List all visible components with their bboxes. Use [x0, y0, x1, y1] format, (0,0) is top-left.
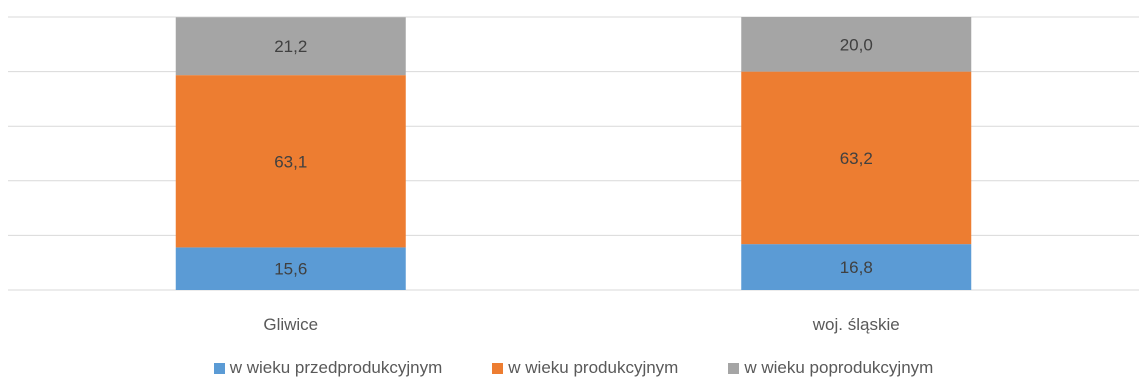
data-labels: 15,6 63,1 21,2 16,8 63,2 20,0 — [274, 35, 873, 278]
legend: w wieku przedprodukcyjnym w wieku produk… — [0, 358, 1147, 378]
x-axis-labels: Gliwice woj. śląskie — [263, 315, 899, 334]
data-label: 15,6 — [274, 260, 307, 279]
data-label: 16,8 — [840, 258, 873, 277]
legend-label: w wieku przedprodukcyjnym — [229, 358, 443, 377]
bars — [175, 17, 972, 290]
bar-segment — [741, 244, 972, 290]
bar-segment — [741, 17, 972, 72]
legend-item-produkcyjny: w wieku produkcyjnym — [492, 358, 678, 378]
data-label: 21,2 — [274, 37, 307, 56]
bar-segment — [175, 17, 406, 76]
legend-swatch — [492, 362, 504, 374]
data-label: 20,0 — [840, 35, 873, 54]
x-tick-label: Gliwice — [263, 315, 318, 334]
data-label: 63,2 — [840, 149, 873, 168]
legend-swatch — [728, 362, 740, 374]
data-label: 63,1 — [274, 152, 307, 171]
bar-segment — [175, 247, 406, 290]
bar-segment — [741, 71, 972, 245]
legend-label: w wieku produkcyjnym — [508, 358, 679, 377]
legend-swatch — [213, 362, 225, 374]
legend-label: w wieku poprodukcyjnym — [744, 358, 934, 377]
legend-item-przedprodukcyjny: w wieku przedprodukcyjnym — [213, 358, 443, 378]
legend-item-poprodukcyjny: w wieku poprodukcyjnym — [728, 358, 933, 378]
bar-segment — [175, 75, 406, 248]
x-tick-label: woj. śląskie — [812, 315, 900, 334]
